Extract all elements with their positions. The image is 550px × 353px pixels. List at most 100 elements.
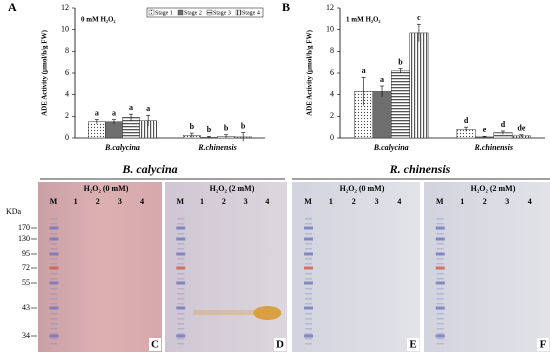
lane-label: M <box>176 197 184 206</box>
marker-smear <box>50 318 58 320</box>
bar <box>372 91 392 139</box>
marker-band <box>435 281 445 285</box>
marker-smear <box>177 323 185 325</box>
marker-smear <box>177 273 185 275</box>
significance-letter: a <box>129 103 133 112</box>
lane-label: 3 <box>505 197 509 206</box>
panel-label-box <box>274 338 286 351</box>
marker-smear <box>305 293 312 295</box>
marker-band <box>49 252 59 256</box>
marker-size: 130 <box>18 234 30 243</box>
marker-smear <box>436 273 444 275</box>
marker-smear <box>436 318 444 320</box>
lane-label: 2 <box>96 197 100 206</box>
unit-label: KDa <box>6 207 22 216</box>
y-tick-label: 10 <box>326 24 334 33</box>
legend-label: Stage 1 <box>155 10 173 16</box>
lane-label: 1 <box>460 197 464 206</box>
lane-label: M <box>304 197 312 206</box>
lane-label: M <box>50 197 58 206</box>
y-tick-label: 0 <box>330 133 334 142</box>
marker-smear <box>305 308 312 310</box>
marker-smear <box>177 253 185 255</box>
treatment-label: H₂O₂ (2 mM) <box>210 184 255 193</box>
marker-smear <box>305 238 312 240</box>
y-tick-label: 8 <box>330 46 334 55</box>
marker-smear <box>177 243 185 245</box>
lane-label: 4 <box>528 197 532 206</box>
marker-smear <box>305 303 312 305</box>
legend-label: Stage 4 <box>242 10 260 16</box>
marker-smear <box>436 328 444 330</box>
marker-band <box>49 226 59 230</box>
significance-letter: a <box>362 66 366 75</box>
marker-band <box>176 281 186 285</box>
y-tick-label: 2 <box>330 111 334 120</box>
panel-label: E <box>409 339 416 351</box>
bar <box>409 32 429 139</box>
significance-letter: a <box>380 75 384 84</box>
significance-letter: d <box>464 116 469 125</box>
protein-band <box>253 306 282 320</box>
marker-smear <box>177 288 185 290</box>
protein-band <box>193 310 259 315</box>
marker-smear <box>177 278 185 280</box>
species-header: R. chinensis <box>389 162 451 176</box>
significance-letter: b <box>190 122 195 131</box>
marker-smear <box>50 258 58 260</box>
y-tick-label: 12 <box>61 3 69 12</box>
marker-smear <box>50 343 58 345</box>
marker-smear <box>305 283 312 285</box>
marker-smear <box>50 323 58 325</box>
marker-smear <box>177 228 185 230</box>
marker-smear <box>305 298 312 300</box>
marker-smear <box>436 338 444 340</box>
lane-label: 4 <box>265 197 269 206</box>
marker-smear <box>50 328 58 330</box>
marker-smear <box>177 293 185 295</box>
bar <box>105 121 123 139</box>
marker-smear <box>305 218 312 220</box>
marker-size: 55 <box>22 278 30 287</box>
marker-smear <box>50 253 58 255</box>
marker-band <box>176 237 186 241</box>
y-tick-label: 10 <box>61 24 69 33</box>
marker-smear <box>436 228 444 230</box>
marker-band <box>49 281 59 285</box>
marker-smear <box>177 318 185 320</box>
marker-smear <box>436 248 444 250</box>
lane-label: M <box>436 197 444 206</box>
y-tick-label: 6 <box>65 68 69 77</box>
marker-size: 43 <box>22 303 30 312</box>
marker-smear <box>177 233 185 235</box>
marker-smear <box>305 343 312 345</box>
marker-smear <box>305 318 312 320</box>
y-tick-label: 4 <box>65 89 69 98</box>
marker-smear <box>50 243 58 245</box>
marker-smear <box>50 278 58 280</box>
significance-letter: b <box>241 121 246 130</box>
marker-smear <box>50 308 58 310</box>
legend-frame <box>146 7 264 18</box>
marker-smear <box>50 218 58 220</box>
marker-band <box>435 306 445 310</box>
marker-smear <box>305 243 312 245</box>
panel-label-box <box>537 338 549 351</box>
lane-label: 2 <box>352 197 356 206</box>
marker-smear <box>436 258 444 260</box>
marker-smear <box>436 278 444 280</box>
marker-smear <box>177 343 185 345</box>
legend-swatch <box>206 9 213 16</box>
marker-smear <box>305 273 312 275</box>
marker-smear <box>305 313 312 315</box>
lane-label: 1 <box>329 197 333 206</box>
legend-label: Stage 3 <box>213 10 231 16</box>
marker-smear <box>177 238 185 240</box>
marker-band <box>304 237 313 241</box>
gel-image <box>292 182 420 352</box>
marker-smear <box>177 308 185 310</box>
marker-smear <box>436 323 444 325</box>
marker-band <box>304 266 313 270</box>
gel-image <box>38 182 162 352</box>
lane-label: 4 <box>397 197 401 206</box>
